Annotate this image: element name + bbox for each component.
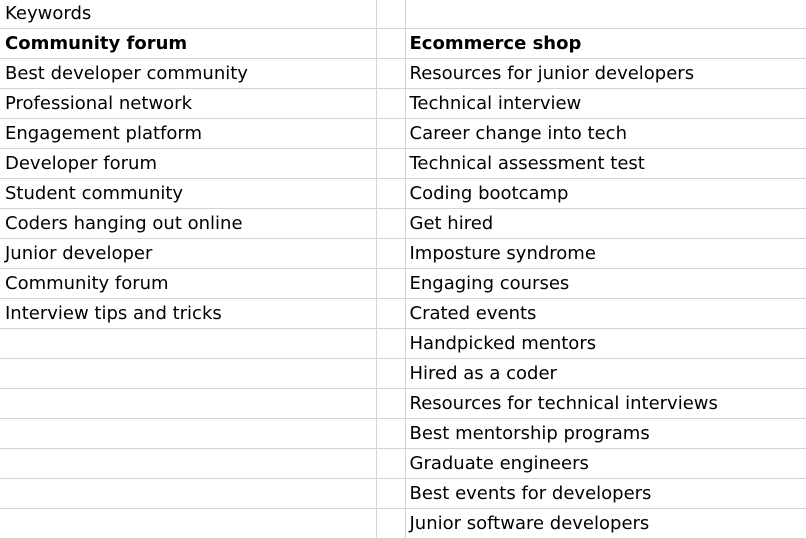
cell-title[interactable]: Keywords (0, 0, 377, 29)
cell-community-keyword[interactable]: Community forum (0, 268, 377, 299)
cell-ecommerce-keyword[interactable]: Best events for developers (405, 478, 806, 509)
cell-empty[interactable] (376, 238, 406, 269)
header-ecommerce-shop[interactable]: Ecommerce shop (405, 28, 806, 59)
cell-community-keyword[interactable]: Interview tips and tricks (0, 298, 377, 329)
cell-community-keyword[interactable] (0, 478, 377, 509)
cell-community-keyword[interactable]: Developer forum (0, 148, 377, 179)
table-row: Coders hanging out online Get hired (0, 208, 806, 239)
table-row: Professional network Technical interview (0, 88, 806, 119)
cell-ecommerce-keyword[interactable]: Junior software developers (405, 508, 806, 539)
cell-community-keyword[interactable] (0, 388, 377, 419)
cell-ecommerce-keyword[interactable]: Best mentorship programs (405, 418, 806, 449)
cell-ecommerce-keyword[interactable]: Coding bootcamp (405, 178, 806, 209)
cell-community-keyword[interactable] (0, 328, 377, 359)
cell-community-keyword[interactable]: Student community (0, 178, 377, 209)
table-row: Student community Coding bootcamp (0, 178, 806, 209)
cell-ecommerce-keyword[interactable]: Handpicked mentors (405, 328, 806, 359)
table-row: Resources for technical interviews (0, 388, 806, 419)
cell-empty[interactable] (376, 58, 406, 89)
cell-empty[interactable] (376, 298, 406, 329)
cell-empty[interactable] (376, 28, 406, 59)
header-community-forum[interactable]: Community forum (0, 28, 377, 59)
cell-empty[interactable] (376, 478, 406, 509)
cell-empty[interactable] (376, 358, 406, 389)
cell-empty[interactable] (405, 0, 806, 29)
cell-ecommerce-keyword[interactable]: Crated events (405, 298, 806, 329)
cell-ecommerce-keyword[interactable]: Graduate engineers (405, 448, 806, 479)
cell-community-keyword[interactable]: Coders hanging out online (0, 208, 377, 239)
cell-empty[interactable] (376, 388, 406, 419)
cell-community-keyword[interactable]: Best developer community (0, 58, 377, 89)
cell-ecommerce-keyword[interactable]: Get hired (405, 208, 806, 239)
cell-ecommerce-keyword[interactable]: Hired as a coder (405, 358, 806, 389)
cell-empty[interactable] (376, 508, 406, 539)
table-row: Best developer community Resources for ju… (0, 58, 806, 89)
cell-empty[interactable] (376, 328, 406, 359)
table-row: Junior software developers (0, 508, 806, 539)
cell-empty[interactable] (376, 418, 406, 449)
cell-empty[interactable] (376, 148, 406, 179)
table-row: Community forum Engaging courses (0, 268, 806, 299)
table-row: Hired as a coder (0, 358, 806, 389)
table-row: Junior developer Imposture syndrome (0, 238, 806, 269)
cell-empty[interactable] (376, 0, 406, 29)
cell-empty[interactable] (376, 88, 406, 119)
table-row: Best mentorship programs (0, 418, 806, 449)
header-row: Community forum Ecommerce shop (0, 28, 806, 59)
table-row: Graduate engineers (0, 448, 806, 479)
cell-empty[interactable] (376, 208, 406, 239)
title-row: Keywords (0, 0, 806, 29)
cell-ecommerce-keyword[interactable]: Engaging courses (405, 268, 806, 299)
cell-community-keyword[interactable] (0, 358, 377, 389)
cell-community-keyword[interactable] (0, 418, 377, 449)
cell-community-keyword[interactable]: Professional network (0, 88, 377, 119)
cell-empty[interactable] (376, 118, 406, 149)
cell-ecommerce-keyword[interactable]: Resources for junior developers (405, 58, 806, 89)
table-row: Best events for developers (0, 478, 806, 509)
cell-empty[interactable] (376, 268, 406, 299)
cell-ecommerce-keyword[interactable]: Career change into tech (405, 118, 806, 149)
cell-empty[interactable] (376, 448, 406, 479)
table-row: Developer forum Technical assessment test (0, 148, 806, 179)
table-row: Interview tips and tricks Crated events (0, 298, 806, 329)
cell-ecommerce-keyword[interactable]: Technical interview (405, 88, 806, 119)
cell-community-keyword[interactable] (0, 448, 377, 479)
cell-ecommerce-keyword[interactable]: Resources for technical interviews (405, 388, 806, 419)
cell-community-keyword[interactable]: Engagement platform (0, 118, 377, 149)
cell-ecommerce-keyword[interactable]: Technical assessment test (405, 148, 806, 179)
table-row: Engagement platform Career change into te… (0, 118, 806, 149)
table-row: Handpicked mentors (0, 328, 806, 359)
cell-community-keyword[interactable] (0, 508, 377, 539)
cell-empty[interactable] (376, 178, 406, 209)
cell-community-keyword[interactable]: Junior developer (0, 238, 377, 269)
cell-ecommerce-keyword[interactable]: Imposture syndrome (405, 238, 806, 269)
